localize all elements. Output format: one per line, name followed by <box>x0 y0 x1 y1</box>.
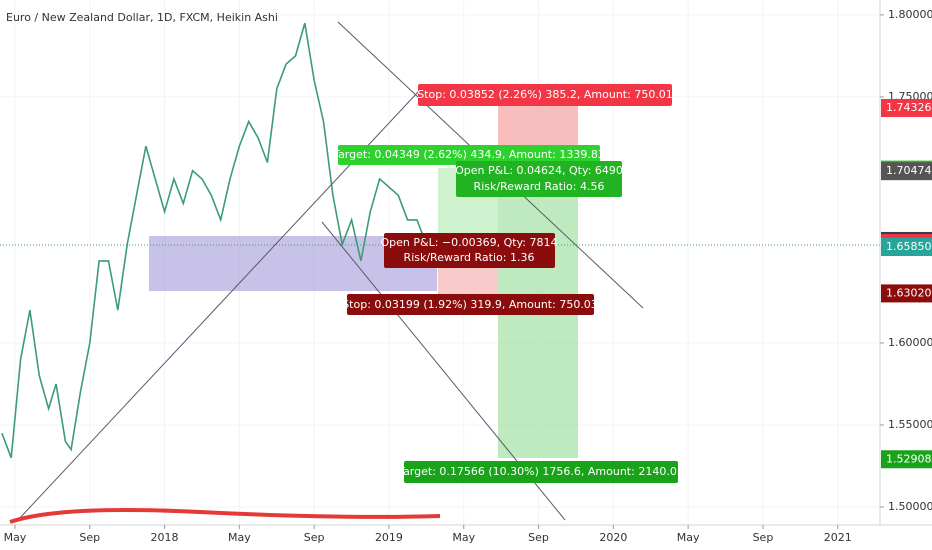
y-tick-label: 1.50000 <box>888 500 932 513</box>
pnl-label: Open P&L: 0.04624, Qty: 6490 <box>455 164 623 177</box>
y-tick-label: 1.55000 <box>888 418 932 431</box>
target-label-box <box>338 145 600 165</box>
pnl-box <box>384 233 555 268</box>
x-tick-label: May <box>228 531 251 544</box>
x-tick-label: 2021 <box>824 531 852 544</box>
pnl-box <box>456 161 622 197</box>
y-tick-label: 1.60000 <box>888 336 932 349</box>
target-label-box <box>404 461 678 483</box>
x-tick-label: Sep <box>79 531 100 544</box>
target-label: Target: 0.04349 (2.62%) 434.9, Amount: 1… <box>332 148 605 161</box>
series <box>1 22 428 459</box>
price-label-box <box>881 284 932 303</box>
price-label-box <box>881 162 932 181</box>
stop-label-box <box>347 294 594 315</box>
price-label: 1.65850 <box>886 240 932 253</box>
price-label: 1.74326 <box>886 101 932 114</box>
indicator-line <box>9 507 441 524</box>
price-line <box>1 22 428 459</box>
x-tick-label: 2018 <box>151 531 179 544</box>
price-label-box <box>881 450 932 469</box>
price-label: 1.52908 <box>886 452 932 465</box>
price-label: 1.63020 <box>886 286 932 299</box>
x-tick-label: 2019 <box>375 531 403 544</box>
x-tick-label: Sep <box>528 531 549 544</box>
y-tick-label: 1.80000 <box>888 8 932 21</box>
x-tick-label: Sep <box>304 531 325 544</box>
price-label: 1.70474 <box>886 164 932 177</box>
x-tick-label: Sep <box>753 531 774 544</box>
target-label: Target: 0.17566 (10.30%) 1756.6, Amount:… <box>397 465 684 478</box>
stop-label-box <box>418 84 672 106</box>
x-tick-label: May <box>452 531 475 544</box>
pnl-label: Risk/Reward Ratio: 1.36 <box>404 251 535 264</box>
price-label-box <box>881 98 932 117</box>
stop-label: Stop: 0.03199 (1.92%) 319.9, Amount: 750… <box>342 298 598 311</box>
stop-label: Stop: 0.03852 (2.26%) 385.2, Amount: 750… <box>417 88 673 101</box>
x-tick-label: 2020 <box>599 531 627 544</box>
x-tick-label: May <box>4 531 27 544</box>
chart-title: Euro / New Zealand Dollar, 1D, FXCM, Hei… <box>6 11 278 24</box>
pnl-label: Risk/Reward Ratio: 4.56 <box>474 180 605 193</box>
price-label-box <box>881 238 932 257</box>
x-tick-label: May <box>677 531 700 544</box>
pnl-label: Open P&L: −0.00369, Qty: 7814 <box>381 236 558 249</box>
